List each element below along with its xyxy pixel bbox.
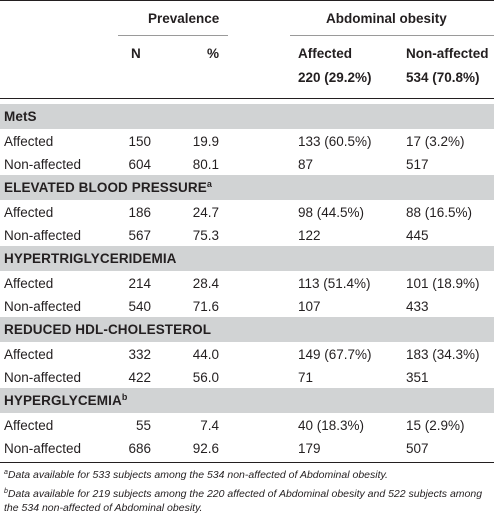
section-header-hypertriglyceridemia: HYPERTRIGLYCERIDEMIA (0, 246, 494, 271)
bottom-rule (0, 462, 494, 463)
table-row: Non-affected 604 80.1 87 517 (0, 152, 494, 177)
footnote-mark: a (4, 469, 8, 476)
header-rule (0, 98, 494, 99)
footnote-marker: a (206, 179, 212, 189)
cell-affected: 98 (44.5%) (298, 205, 365, 220)
cell-non-affected: 101 (18.9%) (406, 276, 480, 291)
cell-affected: 122 (298, 228, 321, 243)
cell-pct: 80.1 (192, 157, 219, 172)
cell-n: 686 (128, 441, 151, 456)
header-non-affected: Non-affected (406, 46, 489, 61)
row-label: Affected (4, 134, 54, 149)
cell-non-affected: 351 (406, 370, 429, 385)
row-label: Affected (4, 205, 54, 220)
prevalence-underline (118, 35, 228, 36)
cell-affected: 87 (298, 157, 314, 172)
cell-n: 604 (128, 157, 151, 172)
cell-non-affected: 517 (406, 157, 429, 172)
footnote-text: Data available for 533 subjects among th… (7, 469, 388, 481)
section-title: REDUCED HDL-CHOLESTEROL (4, 322, 212, 337)
cell-non-affected: 445 (406, 228, 429, 243)
cell-n: 332 (128, 347, 151, 362)
cell-pct: 92.6 (192, 441, 219, 456)
cell-non-affected: 433 (406, 299, 429, 314)
header-n: N (131, 46, 141, 61)
table-row: Non-affected 686 92.6 179 507 (0, 436, 494, 461)
section-title: ELEVATED BLOOD PRESSURE (4, 180, 207, 195)
header-affected: Affected (298, 46, 353, 61)
cell-non-affected: 507 (406, 441, 429, 456)
cell-pct: 56.0 (192, 370, 219, 385)
header-prevalence: Prevalence (148, 11, 220, 26)
cell-non-affected: 17 (3.2%) (406, 134, 465, 149)
cell-pct: 7.4 (200, 418, 219, 433)
row-label: Affected (4, 276, 54, 291)
cell-pct: 75.3 (192, 228, 219, 243)
footnote-b: bData available for 219 subjects among t… (4, 487, 490, 515)
row-label: Affected (4, 347, 54, 362)
section-title: HYPERGLYCEMIA (4, 393, 122, 408)
table-row: Non-affected 567 75.3 122 445 (0, 223, 494, 248)
cell-n: 186 (128, 205, 151, 220)
cell-pct: 19.9 (192, 134, 219, 149)
section-header-reduced-hdl-cholesterol: REDUCED HDL-CHOLESTEROL (0, 317, 494, 342)
footnote-text: Data available for 219 subjects among th… (4, 488, 483, 514)
cell-n: 422 (128, 370, 151, 385)
abdominal-obesity-underline (290, 35, 494, 36)
cell-affected: 71 (298, 370, 314, 385)
cell-n: 150 (128, 134, 151, 149)
row-label: Non-affected (4, 228, 82, 243)
row-label: Non-affected (4, 370, 82, 385)
header-non-affected-count: 534 (70.8%) (406, 70, 480, 85)
table-row: Affected 214 28.4 113 (51.4%) 101 (18.9%… (0, 271, 494, 296)
section-header-hyperglycemia: HYPERGLYCEMIAb (0, 388, 494, 413)
table-row: Non-affected 540 71.6 107 433 (0, 294, 494, 319)
footnote-marker: b (121, 392, 128, 402)
table-row: Non-affected 422 56.0 71 351 (0, 365, 494, 390)
cell-n: 55 (135, 418, 151, 433)
cell-affected: 179 (298, 441, 321, 456)
row-label: Affected (4, 418, 54, 433)
cell-pct: 24.7 (192, 205, 219, 220)
section-title: HYPERTRIGLYCERIDEMIA (4, 251, 177, 266)
row-label: Non-affected (4, 299, 82, 314)
cell-non-affected: 15 (2.9%) (406, 418, 465, 433)
cell-non-affected: 88 (16.5%) (406, 205, 473, 220)
cell-non-affected: 183 (34.3%) (406, 347, 480, 362)
row-label: Non-affected (4, 157, 82, 172)
cell-pct: 44.0 (192, 347, 219, 362)
cell-affected: 133 (60.5%) (298, 134, 372, 149)
header-pct: % (207, 46, 220, 61)
cell-affected: 107 (298, 299, 321, 314)
cell-n: 567 (128, 228, 151, 243)
section-header-elevated-blood-pressure: ELEVATED BLOOD PRESSUREa (0, 175, 494, 200)
footnote-mark: b (4, 488, 8, 495)
row-label: Non-affected (4, 441, 82, 456)
cell-affected: 40 (18.3%) (298, 418, 365, 433)
section-header-mets: MetS (0, 104, 494, 129)
table-row: Affected 186 24.7 98 (44.5%) 88 (16.5%) (0, 200, 494, 225)
table-row: Affected 332 44.0 149 (67.7%) 183 (34.3%… (0, 342, 494, 367)
cell-pct: 71.6 (192, 299, 219, 314)
footnote-a: aData available for 533 subjects among t… (4, 468, 490, 482)
top-rule (0, 0, 494, 1)
cell-pct: 28.4 (192, 276, 219, 291)
cell-affected: 113 (51.4%) (298, 276, 371, 291)
cell-n: 540 (128, 299, 151, 314)
cell-affected: 149 (67.7%) (298, 347, 372, 362)
section-title: MetS (4, 109, 37, 124)
table-row: Affected 55 7.4 40 (18.3%) 15 (2.9%) (0, 413, 494, 438)
cell-n: 214 (128, 276, 151, 291)
table-row: Affected 150 19.9 133 (60.5%) 17 (3.2%) (0, 129, 494, 154)
header-abdominal-obesity: Abdominal obesity (326, 11, 447, 26)
header-affected-count: 220 (29.2%) (298, 70, 372, 85)
